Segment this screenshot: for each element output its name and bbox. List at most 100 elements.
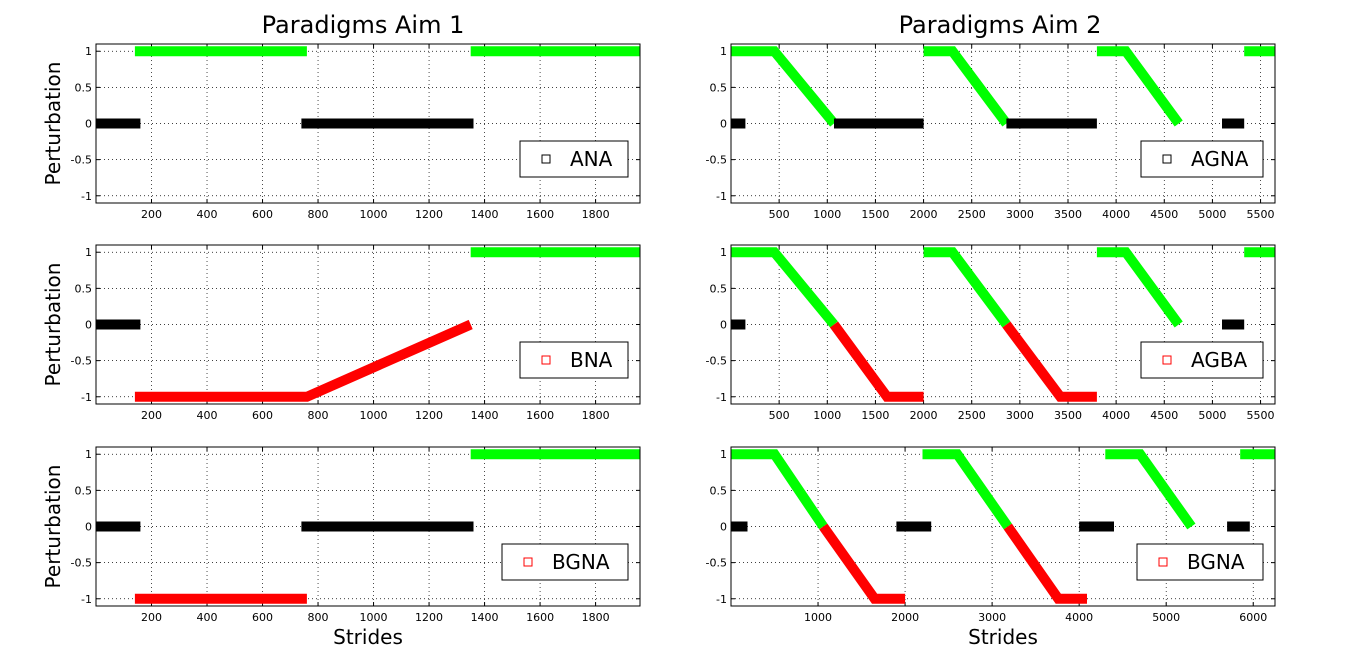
chart-panel-1: 200 400 600 800 1000 1200 1400 1600 1800 1 0.5 0 -0.… xyxy=(41,43,641,221)
x-tick-label: 1600 xyxy=(526,409,554,422)
x-tick-label: 2000 xyxy=(910,409,938,422)
x-tick-label: 3500 xyxy=(1054,409,1082,422)
y-tick-label: -0.5 xyxy=(71,355,92,368)
x-tick-label: 200 xyxy=(141,208,162,221)
y-tick-label: -0.5 xyxy=(706,557,727,570)
x-tick-label: 1000 xyxy=(360,208,388,221)
y-tick-label: -0.5 xyxy=(71,557,92,570)
x-tick-label: 400 xyxy=(197,409,218,422)
x-tick-label: 1400 xyxy=(471,611,499,624)
x-tick-label: 3500 xyxy=(1054,208,1082,221)
x-tick-label: 1600 xyxy=(526,611,554,624)
legend-box xyxy=(1136,543,1264,581)
x-tick-label: 4000 xyxy=(1065,611,1093,624)
series-line-6 xyxy=(1096,247,1183,328)
y-tick-label: 0 xyxy=(85,118,92,131)
series-line-6 xyxy=(1096,46,1183,127)
x-tick-label: 1600 xyxy=(526,208,554,221)
legend-marker xyxy=(523,557,533,567)
series-line-5 xyxy=(922,449,1012,530)
chart-panel-3: 200 400 600 800 1000 1200 1400 1600 1800 1 0.5 0 -0.… xyxy=(41,244,641,422)
x-tick-label: 400 xyxy=(197,611,218,624)
legend-label: AGNA xyxy=(1191,147,1249,171)
legend-box xyxy=(519,140,629,178)
x-tick-label: 5000 xyxy=(1198,409,1226,422)
x-tick-label: 5000 xyxy=(1152,611,1180,624)
y-tick-label: 0 xyxy=(85,319,92,332)
series-line-8 xyxy=(1105,449,1196,530)
x-tick-label: 1000 xyxy=(360,611,388,624)
x-tick-label: 800 xyxy=(308,208,329,221)
x-tick-label: 400 xyxy=(197,208,218,221)
x-tick-label: 1500 xyxy=(861,208,889,221)
y-tick-label: 1 xyxy=(85,448,92,461)
series-line-4 xyxy=(923,247,1011,328)
y-tick-label: 1 xyxy=(85,246,92,259)
axes-frame xyxy=(730,446,1276,607)
series-line-2 xyxy=(134,319,473,402)
y-tick-label: -0.5 xyxy=(706,355,727,368)
x-tick-label: 1800 xyxy=(582,409,610,422)
x-axis-label: Strides xyxy=(333,625,403,649)
series-line-4 xyxy=(923,46,1011,127)
y-axis-label: Perturbation xyxy=(41,62,65,186)
legend-box xyxy=(1140,341,1264,379)
legend: AGBA xyxy=(1140,341,1264,379)
chart-panel-4: 500 1000 1500 2000 2500 3000 3500 4000 4500 5000 5… xyxy=(706,244,1276,422)
x-tick-label: 1800 xyxy=(582,208,610,221)
y-tick-label: 0.5 xyxy=(710,282,728,295)
x-tick-label: 800 xyxy=(308,611,329,624)
x-tick-label: 600 xyxy=(252,409,273,422)
y-tick-label: -1 xyxy=(81,593,92,606)
axes-frame xyxy=(95,446,641,607)
x-tick-label: 3000 xyxy=(1006,208,1034,221)
legend-box xyxy=(501,543,629,581)
x-tick-label: 1200 xyxy=(415,611,443,624)
y-tick-label: -0.5 xyxy=(706,154,727,167)
chart-panel-5: 200 400 600 800 1000 1200 1400 1600 1800 1 0.5 0 -0.… xyxy=(41,446,641,649)
x-tick-label: 1000 xyxy=(360,409,388,422)
x-axis-label: Strides xyxy=(968,625,1038,649)
x-tick-label: 200 xyxy=(141,611,162,624)
x-tick-label: 1200 xyxy=(415,208,443,221)
x-tick-label: 5000 xyxy=(1198,208,1226,221)
x-tick-label: 1000 xyxy=(804,611,832,624)
y-tick-label: 0 xyxy=(85,521,92,534)
x-tick-label: 600 xyxy=(252,611,273,624)
axes-frame xyxy=(730,43,1276,204)
legend-box xyxy=(1140,140,1264,178)
y-axis-label: Perturbation xyxy=(41,465,65,589)
legend-marker xyxy=(541,355,551,365)
y-tick-label: 0.5 xyxy=(710,484,728,497)
legend-marker xyxy=(1162,154,1172,164)
legend-label: BGNA xyxy=(552,550,610,574)
y-tick-label: 1 xyxy=(720,246,727,259)
legend-marker xyxy=(1162,355,1172,365)
x-tick-label: 500 xyxy=(769,208,790,221)
y-tick-label: -1 xyxy=(716,190,727,203)
y-tick-label: -0.5 xyxy=(71,154,92,167)
legend: AGNA xyxy=(1140,140,1264,178)
x-tick-label: 4000 xyxy=(1102,409,1130,422)
y-tick-label: -1 xyxy=(716,391,727,404)
y-tick-label: 0 xyxy=(720,319,727,332)
x-tick-label: 5500 xyxy=(1247,208,1275,221)
legend-label: ANA xyxy=(570,147,613,171)
left-column-title: Paradigms Aim 1 xyxy=(262,11,465,39)
series-line-3 xyxy=(829,321,924,402)
x-tick-label: 1000 xyxy=(813,208,841,221)
y-tick-label: -1 xyxy=(716,593,727,606)
x-tick-label: 4500 xyxy=(1150,208,1178,221)
series-line-3 xyxy=(819,523,906,604)
y-tick-label: 0 xyxy=(720,118,727,131)
x-tick-label: 2000 xyxy=(891,611,919,624)
legend-box xyxy=(519,341,629,379)
axes-frame xyxy=(730,244,1276,405)
x-tick-label: 1800 xyxy=(582,611,610,624)
y-tick-label: 0.5 xyxy=(75,282,93,295)
legend-label: BNA xyxy=(570,348,613,372)
y-tick-label: 1 xyxy=(85,45,92,58)
chart-panel-6: 1000 2000 3000 4000 5000 6000 1 0.5 0 -0.5 -1 Strid… xyxy=(706,446,1276,649)
legend: BGNA xyxy=(1136,543,1264,581)
